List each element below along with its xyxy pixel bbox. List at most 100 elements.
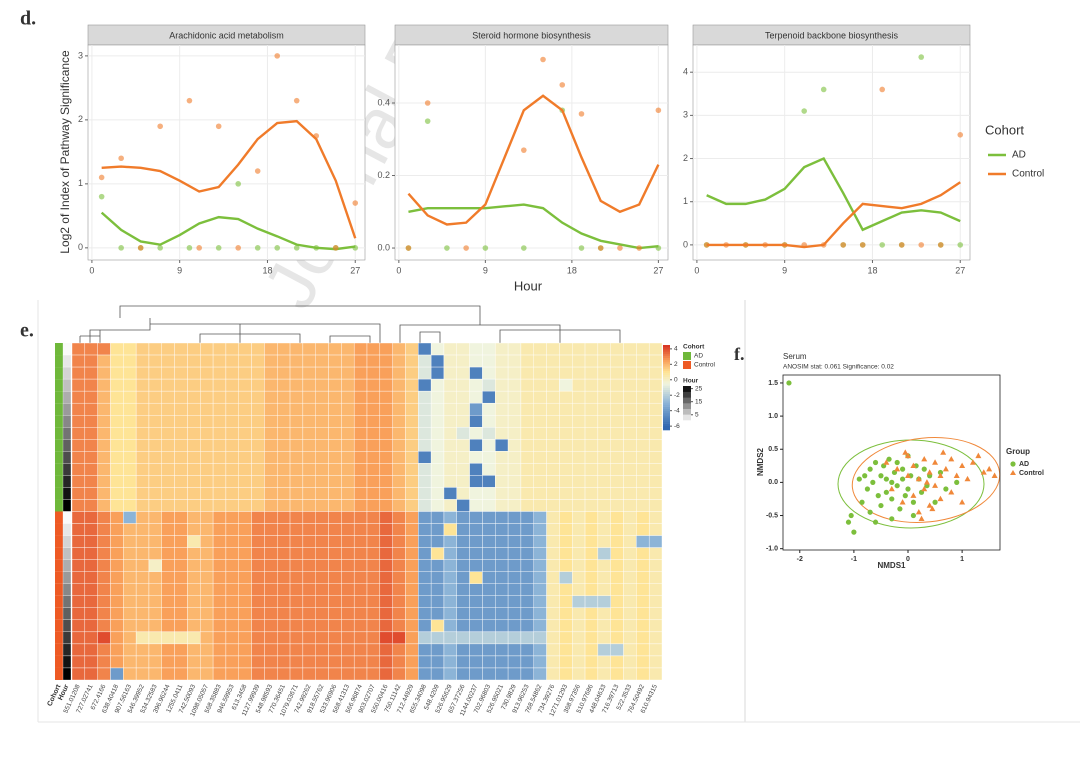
heat-cell [148, 583, 162, 596]
data-point [235, 245, 242, 251]
heat-cell [174, 547, 188, 560]
heat-cell [341, 595, 355, 608]
hour-annotation [62, 463, 72, 476]
heat-cell [648, 511, 663, 524]
data-point [975, 452, 982, 459]
heat-cell [507, 655, 522, 669]
heat-cell [161, 439, 175, 452]
heat-cell [482, 583, 496, 596]
heat-cell [264, 607, 278, 621]
heat-cell [251, 571, 265, 584]
heat-cell [212, 499, 227, 512]
y-tick-label: 1 [78, 178, 83, 188]
heat-cell [520, 499, 534, 512]
heat-cell [315, 571, 329, 584]
heat-cell [495, 595, 509, 608]
cohort-annotation [55, 583, 63, 596]
heat-cell [328, 511, 342, 524]
heat-cell [123, 487, 137, 500]
heat-cell [315, 342, 329, 356]
colorbar-segment [663, 393, 670, 397]
heat-cell [200, 631, 214, 645]
heat-cell [520, 583, 534, 596]
heat-cell [405, 535, 419, 548]
heat-cell [84, 571, 98, 584]
heat-cell [148, 667, 162, 681]
heat-cell [187, 451, 201, 464]
heat-cell [302, 655, 316, 669]
heat-cell [251, 427, 265, 440]
heat-cell [84, 390, 98, 404]
data-point [293, 245, 300, 251]
heat-cell [341, 523, 355, 536]
heat-cell [353, 559, 368, 572]
heat-cell [430, 511, 445, 524]
heat-cell [610, 559, 624, 572]
heat-cell [456, 595, 470, 608]
heat-cell [533, 619, 547, 633]
heat-cell [174, 354, 188, 368]
heat-cell [123, 583, 137, 596]
heat-cell [584, 559, 599, 572]
colorbar-segment [663, 368, 670, 371]
data-point [196, 245, 202, 251]
legend-label: Control [1019, 470, 1044, 477]
heat-cell [264, 402, 278, 416]
heat-cell [533, 607, 547, 621]
heat-cell [161, 631, 175, 645]
heat-cell [212, 655, 227, 669]
heat-cell [315, 559, 329, 572]
heat-cell [495, 354, 509, 368]
colorbar-segment [663, 404, 670, 407]
heat-cell [366, 619, 381, 633]
heat-cell [341, 463, 355, 476]
heat-cell [148, 402, 162, 416]
heat-cell [495, 402, 509, 416]
data-point [921, 455, 928, 462]
data-point [926, 502, 933, 508]
heat-cell [507, 487, 522, 500]
heat-cell [520, 607, 534, 621]
heat-cell [636, 390, 650, 404]
heat-cell [559, 499, 573, 512]
colorbar-label: -6 [674, 423, 680, 430]
heat-cell [238, 631, 252, 645]
facet-title: Steroid hormone biosynthesis [472, 30, 591, 40]
heat-cell [456, 439, 470, 452]
cohort-annotation [55, 559, 63, 572]
legend-label: AD [1012, 150, 1026, 161]
heat-cell [289, 631, 304, 645]
heat-cell [187, 583, 201, 596]
heat-cell [328, 535, 342, 548]
heat-cell [572, 595, 586, 608]
data-point [878, 502, 884, 509]
heat-cell [174, 523, 188, 536]
heat-cell [430, 655, 445, 669]
heat-cell [123, 607, 137, 621]
hour-annotation [62, 643, 72, 657]
heat-cell [289, 559, 304, 572]
heat-cell [636, 535, 650, 548]
heat-cell [572, 342, 586, 356]
data-point [886, 456, 892, 462]
heat-cell [123, 378, 137, 392]
heat-cell [610, 499, 624, 512]
heat-cell [636, 427, 650, 440]
heat-cell [430, 475, 445, 488]
heat-cell [238, 366, 252, 380]
heat-cell [212, 535, 227, 548]
data-point [959, 462, 966, 469]
heat-cell [212, 607, 227, 621]
heat-cell [148, 354, 162, 368]
heat-cell [443, 667, 457, 681]
dendrogram [79, 305, 621, 343]
heat-cell [623, 439, 637, 452]
heat-cell [379, 559, 393, 572]
hour-annotation [62, 487, 72, 500]
heat-cell [212, 643, 227, 657]
heat-cell [366, 402, 381, 416]
heat-cell [482, 378, 496, 392]
heat-cell [161, 402, 175, 416]
data-point [902, 493, 908, 499]
y-axis-label: Log2 of Index of Pathway Significance [58, 50, 72, 254]
